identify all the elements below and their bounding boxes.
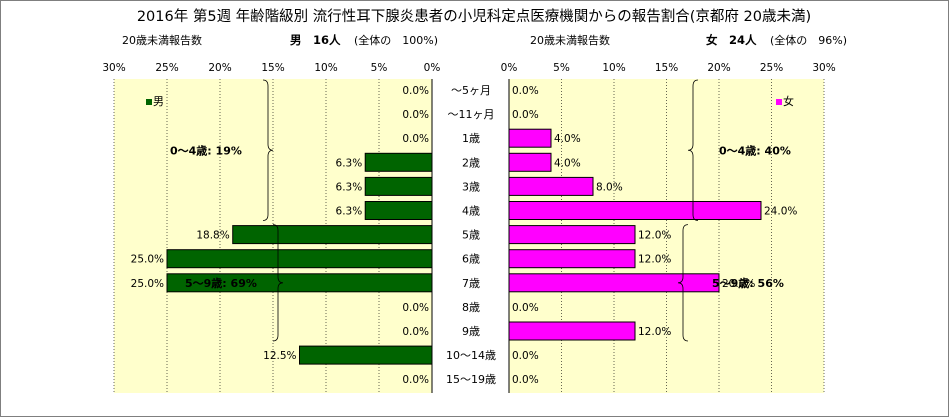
female-data-label: 0.0% (512, 302, 539, 314)
age-category-label: 8歳 (462, 301, 480, 314)
age-category-label: 5歳 (462, 229, 480, 242)
right-tick-label: 15% (655, 62, 678, 74)
female-data-label: 4.0% (554, 157, 581, 169)
right-tick-label: 0% (501, 62, 518, 74)
right-tick-label: 10% (602, 62, 625, 74)
female-legend-label: 女 (783, 94, 794, 108)
male-bar (364, 176, 433, 196)
male-data-label: 0.0% (402, 374, 429, 386)
age-group-annotations: 0～4歳: 19% 5～9歳: 69% 0～4歳: 40% 5～9歳: 56% (170, 79, 791, 342)
male-data-label: 25.0% (131, 278, 164, 290)
male-bar (364, 201, 433, 220)
age-group-brace (677, 224, 689, 342)
female-data-label: 4.0% (554, 133, 581, 145)
age-group-brace (687, 79, 699, 221)
age-category-labels: ～5ヶ月 ～11ヶ月 1歳 2歳 3歳 4歳 5歳 6歳 7歳 8歳 9歳 10～14歳 15～19歳 (446, 84, 496, 386)
age-category-label: 9歳 (462, 325, 480, 338)
left-header-label: 20歳未満報告数 (122, 34, 202, 47)
female-bar (508, 176, 594, 196)
left-header-share: (全体の 100%) (354, 33, 438, 47)
right-tick-label: 5% (553, 62, 570, 74)
age-group-brace (262, 79, 274, 221)
age-category-label: 1歳 (462, 132, 480, 145)
male-data-label: 0.0% (402, 109, 429, 121)
female-data-label: 0.0% (512, 85, 539, 97)
male-legend-label: 男 (153, 95, 164, 108)
male-data-label: 0.0% (402, 326, 429, 338)
female-data-label: 0.0% (512, 109, 539, 121)
male-data-label: 0.0% (402, 133, 429, 145)
left-tick-label: 5% (371, 62, 388, 74)
age-group-annotation: 5～9歳: 69% (185, 276, 257, 290)
female-bar (508, 152, 552, 172)
female-bar (508, 201, 762, 220)
male-data-label: 6.3% (336, 157, 363, 169)
right-tick-label: 25% (760, 62, 783, 74)
left-tick-label: 0% (424, 62, 441, 74)
age-category-label: 4歳 (462, 205, 480, 218)
female-bar (508, 225, 636, 245)
male-bar (232, 225, 433, 245)
right-axis-ticks: 0% 5% 10% 15% 20% 25% 30% (501, 62, 836, 74)
female-data-label: 20.0% (722, 278, 755, 290)
female-bar (508, 249, 636, 269)
right-header-total: 女 24人 (706, 33, 757, 47)
left-tick-label: 20% (208, 62, 231, 74)
left-header-total: 男 16人 (290, 33, 341, 47)
age-group-annotation: 0～4歳: 40% (719, 143, 791, 157)
male-data-labels: 0.0% 0.0% 0.0% 6.3% 6.3% 6.3% 18.8% 25.0% 25.0% 0… (131, 85, 429, 386)
left-tick-label: 15% (261, 62, 284, 74)
female-data-label: 24.0% (764, 206, 797, 218)
male-legend-swatch (146, 99, 152, 105)
male-data-label: 0.0% (402, 85, 429, 97)
age-group-annotation: 0～4歳: 19% (170, 143, 242, 157)
age-group-brace (272, 224, 284, 342)
male-bar (299, 345, 433, 365)
left-tick-label: 30% (102, 62, 125, 74)
age-category-label: 15～19歳 (446, 373, 496, 386)
male-data-label: 12.5% (263, 350, 296, 362)
left-axis-ticks: 0% 5% 10% 15% 20% 25% 30% (102, 62, 440, 74)
female-bar (508, 273, 720, 293)
right-tick-label: 30% (812, 62, 835, 74)
age-group-annotation: 5～9歳: 56% (712, 276, 784, 290)
male-data-label: 6.3% (336, 206, 363, 218)
male-series (166, 152, 433, 365)
age-category-label: 2歳 (462, 156, 480, 169)
male-bar (364, 152, 433, 172)
female-data-label: 0.0% (512, 350, 539, 362)
right-header-label: 20歳未満報告数 (530, 34, 610, 47)
female-data-label: 8.0% (596, 181, 623, 193)
female-data-labels: 0.0% 0.0% 4.0% 4.0% 8.0% 24.0% 12.0% 12.0% 20.0%… (512, 85, 797, 386)
male-bar (166, 273, 433, 293)
female-data-label: 12.0% (638, 254, 671, 266)
chart-title: 2016年 第5週 年齢階級別 流行性耳下腺炎患者の小児科定点医療機関からの報告… (137, 7, 811, 25)
left-tick-label: 25% (155, 62, 178, 74)
male-data-label: 18.8% (196, 230, 229, 242)
age-category-label: 10～14歳 (446, 349, 496, 362)
age-category-label: 7歳 (462, 277, 480, 290)
age-category-label: ～5ヶ月 (451, 84, 491, 97)
right-tick-label: 20% (707, 62, 730, 74)
age-category-label: 6歳 (462, 253, 480, 266)
female-data-label: 0.0% (512, 374, 539, 386)
right-header-share: (全体の 96%) (770, 33, 847, 47)
age-category-label: 3歳 (462, 180, 480, 193)
left-tick-label: 10% (314, 62, 337, 74)
female-data-label: 12.0% (638, 326, 671, 338)
female-bar (508, 128, 552, 148)
male-bar (166, 249, 433, 269)
female-bar (508, 321, 636, 341)
male-data-label: 25.0% (131, 254, 164, 266)
male-data-label: 0.0% (402, 302, 429, 314)
male-data-label: 6.3% (336, 181, 363, 193)
age-category-label: ～11ヶ月 (448, 108, 495, 121)
female-legend-swatch (776, 99, 782, 105)
female-data-label: 12.0% (638, 230, 671, 242)
female-series (508, 128, 762, 341)
